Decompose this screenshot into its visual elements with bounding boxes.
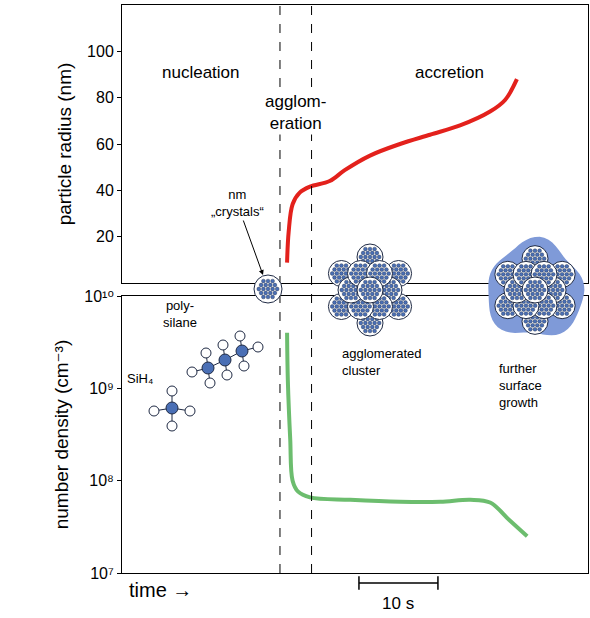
svg-text:100: 100	[87, 43, 114, 60]
svg-text:particle radius (nm): particle radius (nm)	[54, 63, 75, 226]
svg-text:10¹⁰: 10¹⁰	[84, 288, 114, 305]
svg-text:60: 60	[96, 136, 114, 153]
svg-text:number density (cm⁻³): number density (cm⁻³)	[51, 340, 72, 530]
svg-text:SiH₄: SiH₄	[127, 371, 153, 386]
svg-text:nucleation: nucleation	[162, 63, 240, 82]
svg-text:poly-silane: poly-silane	[163, 298, 197, 330]
svg-text:10⁸: 10⁸	[89, 472, 114, 489]
svg-text:10⁷: 10⁷	[90, 565, 114, 582]
svg-text:accretion: accretion	[415, 63, 484, 82]
svg-text:10 s: 10 s	[382, 594, 414, 613]
svg-text:10⁹: 10⁹	[89, 380, 114, 397]
svg-text:40: 40	[96, 182, 114, 199]
svg-text:furthersurfacegrowth: furthersurfacegrowth	[499, 361, 542, 410]
svg-text:nm„crystals“: nm„crystals“	[211, 187, 264, 219]
svg-text:agglomeratedcluster: agglomeratedcluster	[342, 346, 422, 378]
svg-text:time →: time →	[129, 579, 192, 601]
svg-text:20: 20	[96, 228, 114, 245]
svg-text:agglom-eration: agglom-eration	[265, 92, 326, 133]
svg-text:80: 80	[96, 89, 114, 106]
